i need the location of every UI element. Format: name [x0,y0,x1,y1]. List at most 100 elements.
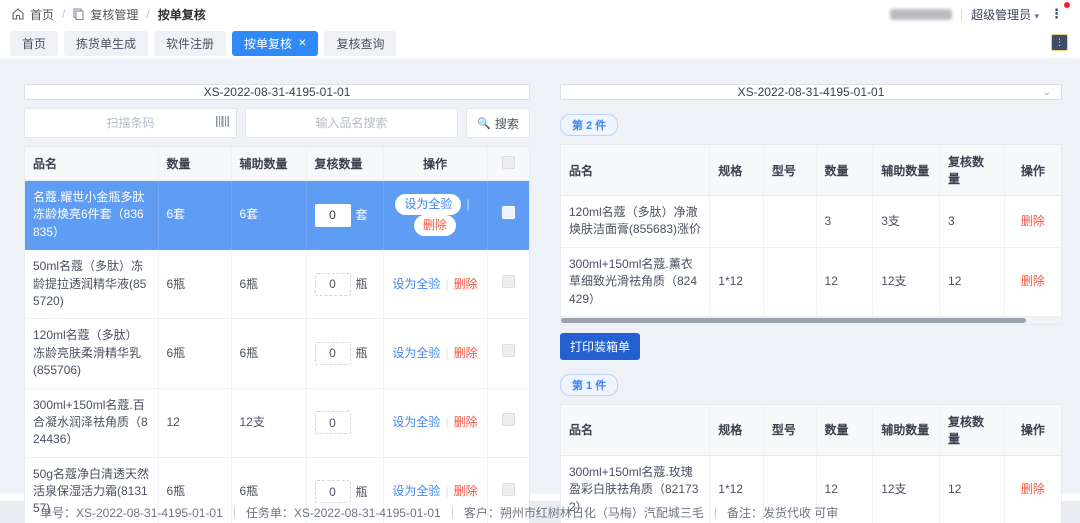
checkbox-cell [486,457,529,523]
breadcrumb-item: 按单复核 [157,7,206,22]
check-qty-cell: 12 [939,455,1005,523]
tab-复核查询[interactable]: 复核查询 [324,30,397,56]
check-qty-input[interactable] [314,411,351,435]
tab-按单复核[interactable]: 按单复核 ✕ [232,30,319,56]
status-item: 单号：XS-2022-08-31-4195-01-01 [40,505,223,520]
box-number-badge: 第 2 件 [560,114,619,136]
divider: | [959,7,964,21]
packing-panel: XS-2022-08-31-4195-01-01 ⌄ 第 2 件品名 规格 型号 数量… [560,84,1062,523]
operations-cell: 删除 [1003,247,1061,317]
column-header: 辅助数量 [230,147,306,181]
column-header: 数量 [815,404,873,456]
column-header: 型号 [762,404,817,456]
product-name-cell: 120ml名蔻（多肽）净澈焕肤洁面膏(855683)涨价 [561,195,710,248]
row-checkbox[interactable] [501,275,515,289]
aux-qty-cell: 6套 [230,180,306,251]
delete-button[interactable]: 删除 [413,215,456,237]
aux-qty-cell: 6瓶 [230,249,306,320]
review-table: 品名 数量 辅助数量 复核数量 操作 名蔻.耀世小金瓶多肽冻龄焕亮6件套（836835）… [25,147,529,523]
check-qty-input[interactable] [314,341,351,365]
unit-label: 瓶 [355,277,368,292]
column-header: 品名 [25,147,158,181]
delete-link[interactable]: 删除 [1020,482,1045,497]
tab-软件注册[interactable]: 软件注册 [154,30,227,56]
badge-row: 第 1 件 [560,360,1062,404]
delete-link[interactable]: 删除 [1020,274,1045,289]
role-dropdown[interactable]: 超级管理员 ▾ [971,6,1039,23]
tab-首页[interactable]: 首页 [10,30,59,56]
vertical-dots-icon: ⋮ [1055,37,1064,47]
row-checkbox[interactable] [501,344,515,358]
set-full-check-link[interactable]: 设为全验 [392,345,441,360]
table-row[interactable]: 名蔻.耀世小金瓶多肽冻龄焕亮6件套（836835）6套6套套设为全验|删除 [25,180,529,251]
check-qty-input[interactable] [314,480,351,504]
breadcrumb-item[interactable]: 首页 [30,7,55,22]
table-row[interactable]: 50g名蔻净白清透天然活泉保湿活力霜(813157)6瓶6瓶瓶设为全验|删除 [25,457,529,523]
check-qty-input[interactable] [314,272,351,296]
box-groups: 第 2 件品名 规格 型号 数量 辅助数量 复核数量 操作 120ml名蔻（多肽）净澈焕肤洁面… [560,100,1062,523]
tab-label: 按单复核 [244,36,293,51]
vertical-dots-icon: ⋮ [1050,6,1063,21]
left-table-wrap: 品名 数量 辅助数量 复核数量 操作 名蔻.耀世小金瓶多肽冻龄焕亮6件套（836835）… [24,146,530,523]
tab-拣货单生成[interactable]: 拣货单生成 [64,30,149,56]
spec-cell [709,195,764,248]
tab-label: 复核查询 [336,36,385,51]
search-row: 🔍 搜索 [24,108,530,138]
qty-cell: 12 [157,388,231,458]
delete-link[interactable]: 删除 [453,414,478,429]
set-full-check-button[interactable]: 设为全验 [395,193,462,216]
breadcrumb-item[interactable]: 复核管理 [90,7,139,22]
check-qty-cell: 瓶 [305,457,383,523]
qty-cell: 3 [815,195,873,248]
scan-barcode-input[interactable] [24,108,237,138]
delete-link[interactable]: 删除 [453,276,478,291]
set-full-check-link[interactable]: 设为全验 [392,276,441,291]
check-qty-input[interactable] [314,203,351,227]
column-header: 复核数量 [939,145,1005,196]
status-item: 任务单：XS-2022-08-31-4195-01-01 [245,505,441,520]
tab-options-button[interactable]: ⋮ [1051,34,1068,51]
column-header: 品名 [561,404,710,456]
row-checkbox[interactable] [501,482,515,496]
status-item: 备注：发货代收 可审 [726,505,839,520]
column-header: 复核数量 [305,147,383,181]
close-icon[interactable]: ✕ [298,37,307,49]
qty-cell: 6套 [157,180,231,251]
delete-link[interactable]: 删除 [453,345,478,360]
horizontal-scrollbar[interactable] [561,316,1061,324]
set-full-check-link[interactable]: 设为全验 [392,484,441,499]
table-row[interactable]: 120ml名蔻（多肽）冻龄亮肤柔滑精华乳(855706)6瓶6瓶瓶设为全验|删除 [25,318,529,389]
checkbox-cell [486,180,529,251]
operations-cell: 设为全验 | 删除 [382,249,487,320]
product-name-search-input[interactable] [245,108,458,138]
more-menu-button[interactable]: ⋮ [1047,2,1070,22]
chevron-down-icon: ▾ [1034,10,1039,21]
delete-link[interactable]: 删除 [1020,213,1045,228]
review-panel: XS-2022-08-31-4195-01-01 🔍 搜索 品名数量辅助数量复核… [24,84,530,523]
spec-cell: 1*12 [709,455,764,523]
divider: | [445,484,449,499]
set-full-check-link[interactable]: 设为全验 [392,414,441,429]
breadcrumb-separator: / [146,7,150,21]
select-all-checkbox[interactable] [501,155,515,169]
column-header: 型号 [762,145,817,196]
search-button[interactable]: 🔍 搜索 [466,108,530,138]
packing-table-wrap: 品名 规格 型号 数量 辅助数量 复核数量 操作 300ml+150ml名蔻.玫瑰盈彩白肤祛角… [560,403,1062,523]
home-icon [12,8,24,20]
check-qty-cell: 套 [305,180,383,251]
order-select[interactable]: XS-2022-08-31-4195-01-01 ⌄ [560,84,1062,100]
row-checkbox[interactable] [501,413,515,427]
barcode-icon [216,116,229,130]
aux-qty-cell: 6瓶 [230,457,306,523]
table-row: 300ml+150ml名蔻.薰衣草细致光滑祛角质（824429） 1*12 12 12… [561,247,1061,317]
table-row[interactable]: 50ml名蔻（多肽）冻龄提拉透润精华液(855720)6瓶6瓶瓶设为全验|删除 [25,249,529,320]
divider: | [466,196,470,211]
box-number-badge: 第 1 件 [560,373,619,396]
row-checkbox[interactable] [501,205,515,219]
print-packing-list-button[interactable]: 打印装箱单 [560,332,641,360]
operations-cell: 设为全验 | 删除 [382,388,487,458]
delete-link[interactable]: 删除 [453,484,478,499]
operations-cell: 设为全验 | 删除 [382,457,487,523]
tab-label: 拣货单生成 [76,36,137,51]
